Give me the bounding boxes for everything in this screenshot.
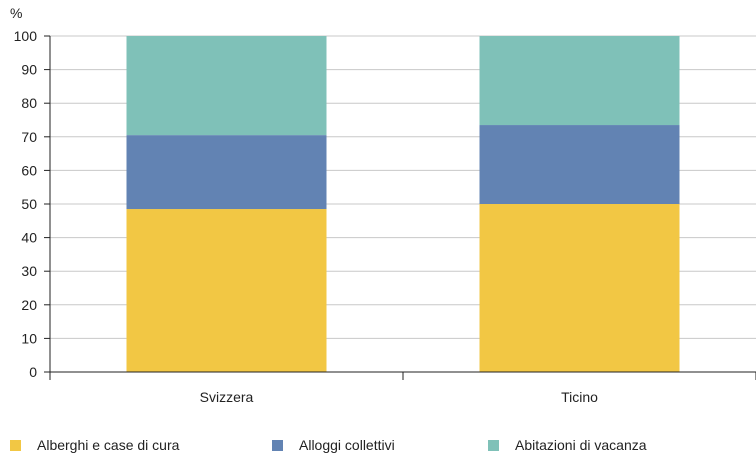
legend-label: Alberghi e case di cura [37, 437, 180, 453]
bars [126, 36, 680, 372]
y-tick-label: 100 [14, 28, 38, 44]
y-tick-label: 70 [21, 129, 37, 145]
bar-segment [479, 125, 680, 204]
bar-segment [126, 135, 327, 210]
bar-segment [479, 204, 680, 372]
legend-item: Alberghi e case di cura [10, 437, 179, 453]
legend-item: Abitazioni di vacanza [488, 437, 647, 453]
y-tick-label: 0 [29, 364, 37, 380]
x-category-label: Ticino [561, 389, 598, 405]
bar-segment [126, 209, 327, 372]
bar-segment [126, 36, 327, 136]
stacked-bar-chart: % 0 10 20 30 40 50 60 70 80 90 100 Svizzera Ticino [10, 5, 756, 405]
y-tick-label: 40 [21, 230, 37, 246]
legend-label: Alloggi collettivi [299, 437, 395, 453]
y-tick-label: 20 [21, 297, 37, 313]
y-tick-label: 60 [21, 162, 37, 178]
x-axis-labels: Svizzera Ticino [200, 389, 598, 405]
y-axis-ticks: 0 10 20 30 40 50 60 70 80 90 100 [14, 28, 50, 380]
legend-label: Abitazioni di vacanza [515, 437, 647, 453]
y-tick-label: 10 [21, 330, 37, 346]
bar-segment [479, 36, 680, 126]
y-tick-label: 50 [21, 196, 37, 212]
legend-swatch [272, 439, 283, 451]
y-tick-label: 80 [21, 95, 37, 111]
x-category-label: Svizzera [200, 389, 254, 405]
legend-swatch [488, 439, 499, 451]
y-tick-label: 30 [21, 263, 37, 279]
legend-item: Alloggi collettivi [272, 437, 395, 453]
y-axis-unit-label: % [10, 5, 22, 21]
y-tick-label: 90 [21, 62, 37, 78]
legend: Alberghi e case di cura Alloggi collettiv… [0, 437, 756, 455]
legend-swatch [10, 439, 21, 451]
